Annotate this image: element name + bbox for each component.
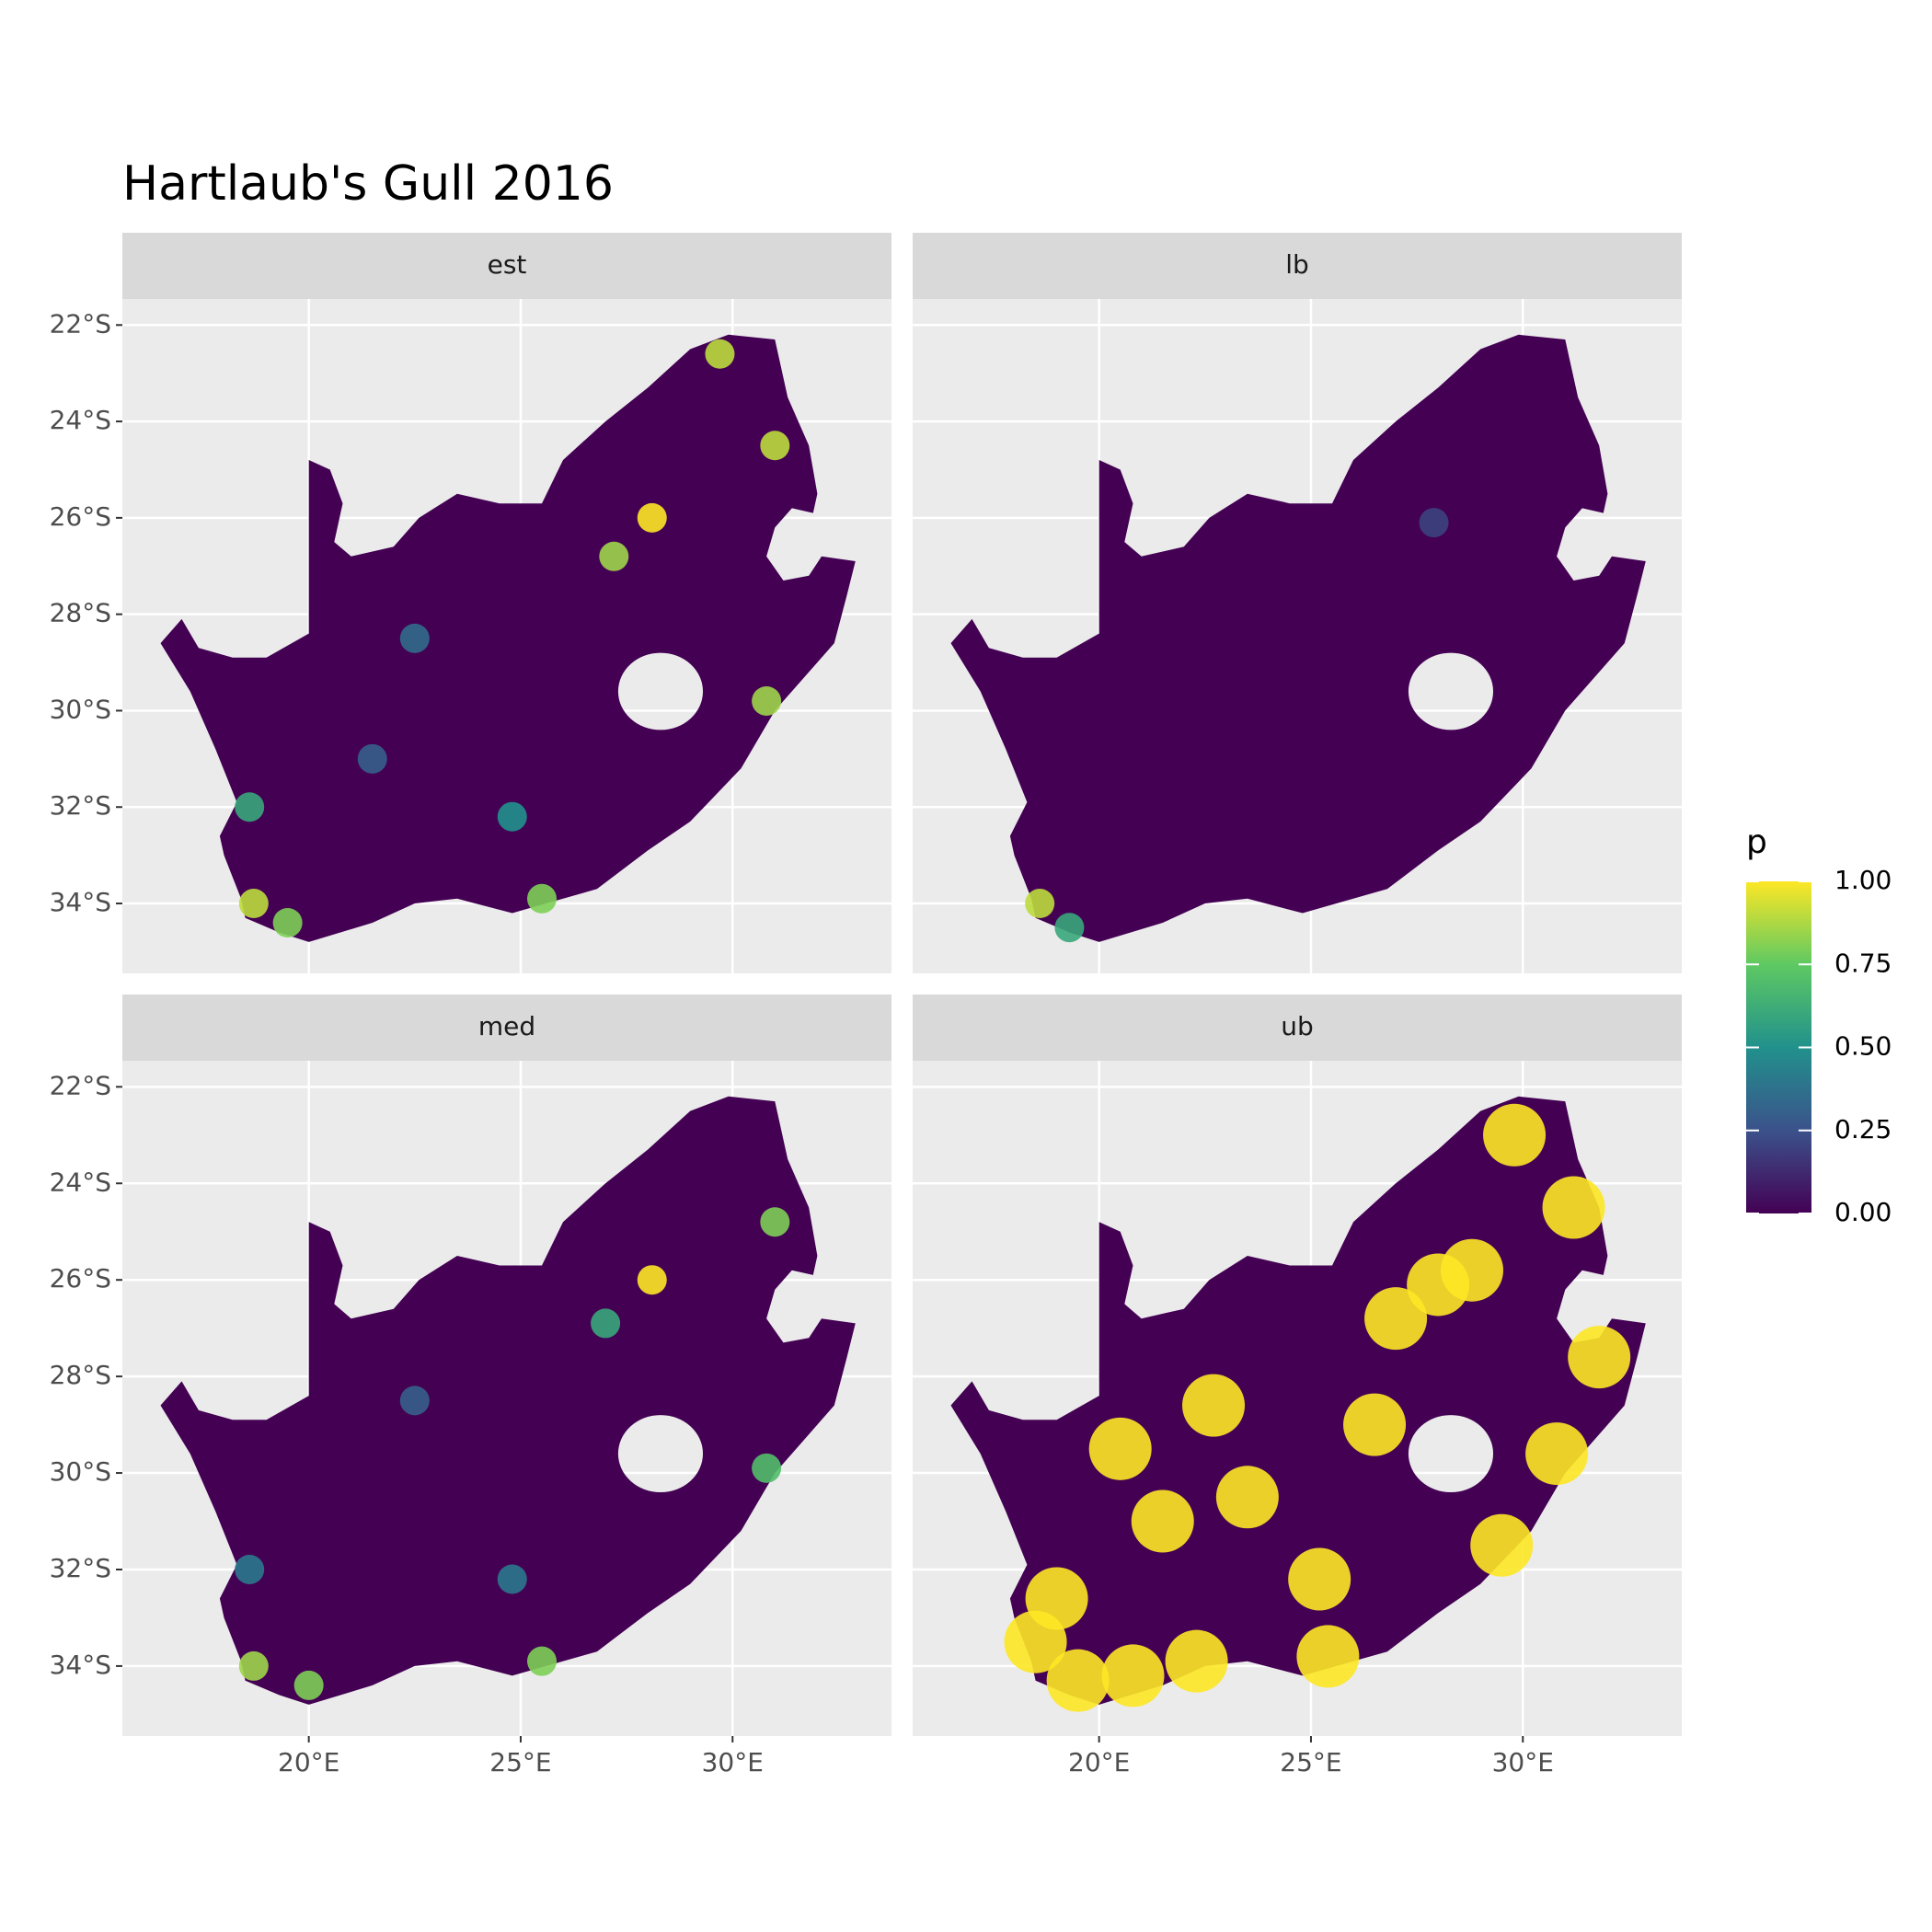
cell-cluster [1470,1513,1534,1577]
cell-cluster [293,1670,324,1700]
cell-cluster [497,1564,527,1594]
cell-cluster [238,1650,269,1681]
cell-cluster [527,1646,557,1676]
strip-label: med [478,1011,535,1041]
country [160,1096,856,1705]
cell-cluster [527,883,557,914]
cell-cluster [357,743,387,774]
strip-label: est [488,249,527,280]
cell-cluster [1131,1489,1194,1553]
country [160,334,856,942]
legend-label: 1.00 [1834,865,1892,895]
y-tick-label: 32°S [50,1553,111,1583]
cell-cluster [760,1207,790,1237]
country [950,334,1646,942]
y-tick-label: 34°S [50,1650,111,1680]
map [160,334,856,942]
cell-cluster [1568,1326,1631,1389]
cell-cluster [1343,1393,1407,1456]
cell-cluster [1441,1238,1503,1302]
cell-cluster [1483,1103,1547,1167]
cell-cluster [1364,1287,1428,1351]
cell-cluster [1054,913,1085,943]
strip [122,233,891,299]
cell-cluster [752,1453,782,1483]
cell-cluster [235,792,265,822]
cell-cluster [497,801,527,832]
strip-label: ub [1281,1011,1314,1041]
strip [122,995,891,1061]
cell-cluster [235,1554,265,1584]
y-tick-label: 22°S [50,1070,111,1100]
x-tick-label: 25°E [489,1747,551,1777]
map [950,1096,1646,1712]
x-tick-label: 20°E [278,1747,339,1777]
cell-cluster [1288,1547,1351,1611]
cell-cluster [1215,1466,1279,1529]
cell-cluster [752,685,782,716]
cell-cluster [399,623,430,653]
cell-cluster [1101,1644,1165,1708]
cell-cluster [1296,1625,1360,1688]
x-tick-label: 30°E [702,1747,764,1777]
chart-title: Hartlaub's Gull 2016 [122,156,614,212]
y-tick-label: 22°S [50,308,111,339]
cell-cluster [1419,508,1449,538]
y-tick-label: 24°S [50,405,111,435]
cell-cluster [1025,1567,1088,1630]
y-tick-label: 34°S [50,887,111,917]
cell-cluster [637,1265,667,1295]
legend-label: 0.25 [1834,1114,1892,1144]
strip-label: lb [1285,249,1309,280]
cell-cluster [1025,889,1055,919]
legend-label: 0.50 [1834,1031,1892,1062]
y-tick-label: 30°S [50,1456,111,1487]
x-tick-label: 25°E [1280,1747,1341,1777]
x-tick-label: 30°E [1492,1747,1554,1777]
map [160,1096,856,1705]
cell-cluster [705,339,735,369]
y-tick-label: 28°S [50,1360,111,1390]
cell-cluster [272,907,303,937]
y-tick-label: 30°S [50,694,111,724]
cell-cluster [238,889,269,919]
cell-cluster [1542,1176,1605,1239]
cell-cluster [599,541,629,571]
cell-cluster [1525,1422,1589,1486]
legend-label: 0.00 [1834,1197,1892,1227]
cell-cluster [1182,1374,1246,1437]
cell-cluster [760,431,790,461]
y-tick-label: 28°S [50,598,111,628]
x-tick-label: 20°E [1068,1747,1130,1777]
cell-cluster [1165,1629,1228,1693]
cell-cluster [1088,1417,1152,1480]
legend-title: p [1746,823,1767,861]
y-tick-label: 26°S [50,1263,111,1294]
y-tick-label: 24°S [50,1167,111,1197]
map [950,334,1646,943]
strip [913,995,1682,1061]
cell-cluster [399,1386,430,1416]
cell-cluster [1046,1649,1110,1712]
cell-cluster [637,502,667,533]
cell-cluster [591,1308,621,1339]
strip [913,233,1682,299]
legend-label: 0.75 [1834,948,1892,978]
y-tick-label: 26°S [50,501,111,532]
y-tick-label: 32°S [50,790,111,821]
